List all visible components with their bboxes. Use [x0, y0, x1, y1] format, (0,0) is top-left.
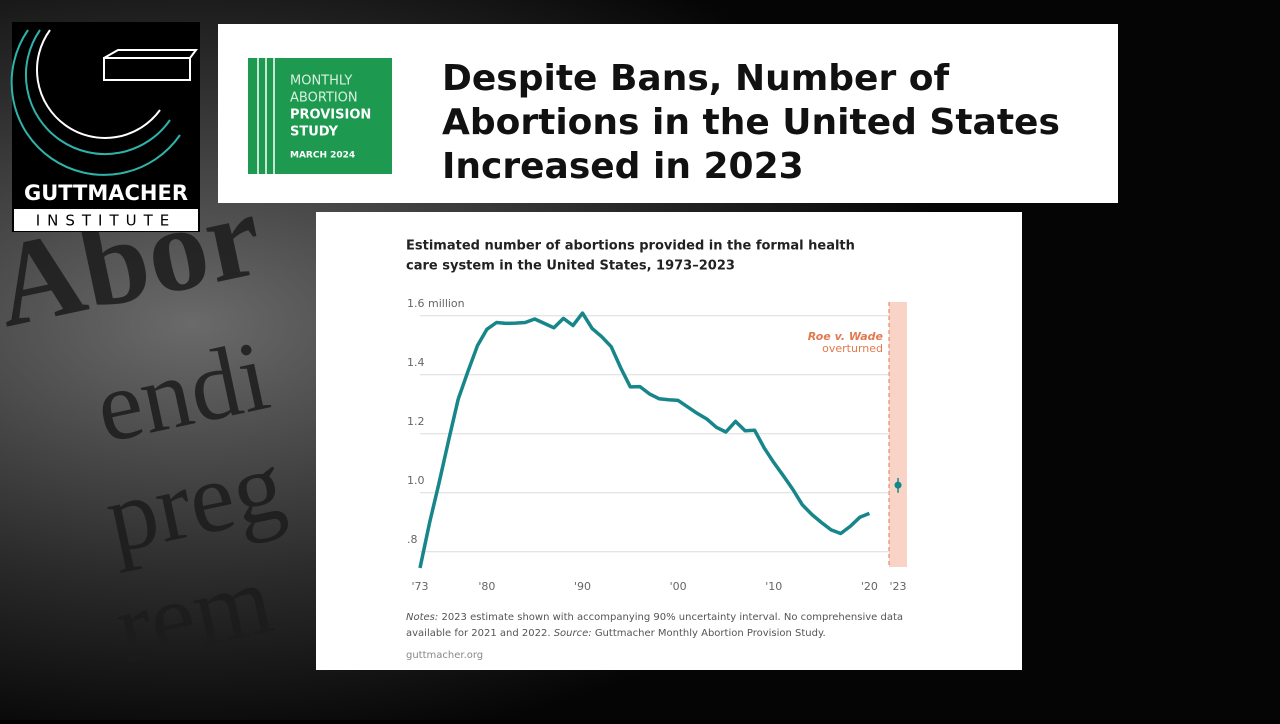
x-tick-label: '23 — [890, 580, 907, 593]
y-tick-label: 1.6 million — [407, 297, 465, 310]
headline: Increased in 2023 — [442, 146, 804, 187]
badge — [248, 58, 392, 174]
y-tick-label: 1.2 — [407, 415, 425, 428]
notes: Notes: 2023 estimate shown with accompan… — [406, 612, 903, 623]
x-tick-label: '20 — [861, 580, 878, 593]
badge-text: MONTHLY — [290, 74, 352, 89]
chart-title: care system in the United States, 1973–2… — [406, 259, 735, 274]
x-tick-label: '90 — [574, 580, 591, 593]
plot: .8 1.0 1.2 1.4 1.6 million '73 '80 '90 '00 '10 '20… — [407, 297, 907, 593]
badge-text: ABORTION — [290, 91, 358, 106]
x-tick-label: '00 — [670, 580, 687, 593]
data-line — [418, 311, 871, 569]
annotation: Roe v. Wade — [808, 330, 884, 343]
logo-sub-box — [14, 209, 198, 231]
notes: available for 2021 and 2022. Source: Gut… — [406, 628, 826, 639]
badge-text: PROVISION — [290, 108, 371, 123]
badge-date: MARCH 2024 — [290, 151, 355, 161]
annotation: overturned — [822, 342, 883, 355]
logo-name: GUTTMACHER — [24, 181, 188, 205]
x-tick-label: '73 — [411, 580, 428, 593]
headline: Abortions in the United States — [442, 102, 1060, 143]
headline: Despite Bans, Number of — [442, 58, 949, 99]
y-tick-label: .8 — [407, 533, 418, 546]
chart-panel — [316, 212, 1022, 670]
x-tick-label: '10 — [765, 580, 782, 593]
badge-lines — [257, 58, 275, 174]
logo-mark — [10, 29, 198, 176]
x-tick-label: '80 — [478, 580, 495, 593]
source-url: guttmacher.org — [406, 650, 483, 661]
badge-text: STUDY — [290, 125, 339, 140]
logo-sub: INSTITUTE — [36, 212, 177, 230]
shaded-period — [889, 302, 907, 567]
estimate-point — [894, 481, 902, 489]
chart-title: Estimated number of abortions provided i… — [406, 239, 855, 254]
y-tick-label: 1.4 — [407, 356, 425, 369]
y-tick-label: 1.0 — [407, 474, 425, 487]
